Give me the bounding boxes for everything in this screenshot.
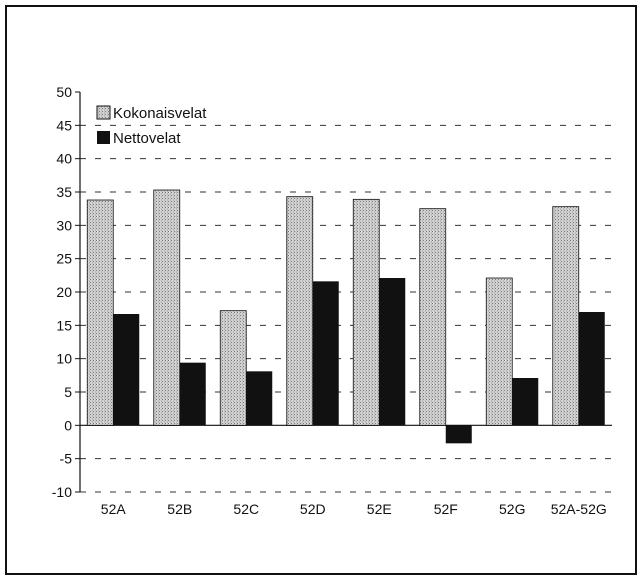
bar-kokonaisvelat-52a-52g [552, 206, 580, 426]
bar-nettovelat-52b [179, 362, 206, 426]
bar-nettovelat-52g [512, 378, 539, 426]
y-tick-label: 30 [56, 217, 72, 233]
y-tick-label: 50 [56, 84, 72, 100]
x-tick-label: 52E [367, 501, 392, 517]
bar-nettovelat-52d [312, 281, 339, 426]
y-tick-label: 10 [56, 351, 72, 367]
legend: Kokonaisvelat Nettovelat [96, 105, 207, 147]
bar-nettovelat-52a-52g [578, 312, 605, 426]
y-tick-label: 0 [64, 417, 72, 433]
bar-kokonaisvelat-52c [219, 310, 247, 426]
y-tick-label: 35 [56, 184, 72, 200]
bar-kokonaisvelat-52g [485, 277, 513, 426]
bar-nettovelat-52c [246, 371, 273, 426]
y-tick-label: 40 [56, 151, 72, 167]
y-tick-label: -10 [52, 484, 72, 500]
y-tick-label: 45 [56, 117, 72, 133]
legend-label-nettovelat: Nettovelat [113, 130, 181, 147]
legend-swatch-kokonaisvelat [96, 105, 111, 120]
x-tick-label: 52B [167, 501, 192, 517]
x-tick-label: 52G [499, 501, 525, 517]
x-tick-label: 52F [434, 501, 458, 517]
bar-kokonaisvelat-52f [419, 208, 447, 426]
legend-swatch-nettovelat [97, 131, 110, 144]
y-tick-label: 15 [56, 317, 72, 333]
y-tick-label: -5 [60, 451, 73, 467]
x-tick-label: 52D [300, 501, 326, 517]
bar-nettovelat-52f [445, 425, 472, 444]
bars [86, 189, 605, 444]
legend-label-kokonaisvelat: Kokonaisvelat [113, 105, 207, 122]
x-tick-label: 52C [233, 501, 259, 517]
bar-kokonaisvelat-52d [286, 196, 314, 426]
y-tick-label: 5 [64, 384, 72, 400]
x-tick-label: 52A [101, 501, 127, 517]
bar-kokonaisvelat-52b [153, 189, 181, 426]
x-tick-label: 52A-52G [551, 501, 607, 517]
bar-nettovelat-52e [379, 278, 406, 426]
bar-nettovelat-52a [113, 314, 140, 426]
y-tick-label: 25 [56, 251, 72, 267]
bar-kokonaisvelat-52e [352, 198, 380, 426]
bar-kokonaisvelat-52a [86, 199, 114, 426]
y-tick-label: 20 [56, 284, 72, 300]
